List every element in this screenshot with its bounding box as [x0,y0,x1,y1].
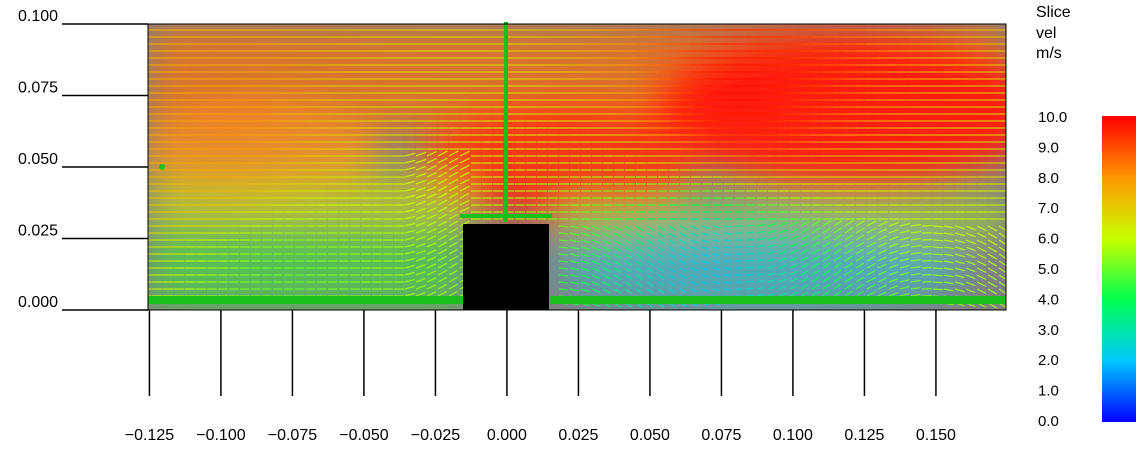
velocity-vector [1010,268,1019,274]
velocity-vector [746,274,753,275]
velocity-vector [1010,282,1018,288]
colorbar-tick-label: 3.0 [1038,322,1059,339]
x-tick-label: 0.000 [487,427,527,444]
velocity-vector [933,226,943,227]
colorbar-gradient [1102,116,1136,422]
floor-strip-right [549,296,1006,304]
velocity-vector [746,267,753,268]
colorbar-tick-label: 4.0 [1038,291,1059,308]
velocity-vector [933,282,943,283]
colorbar-tick-label: 2.0 [1038,352,1059,369]
velocity-vector [746,232,754,233]
velocity-vector [1010,240,1019,246]
velocity-vector [746,281,753,282]
velocity-vector [1010,261,1019,267]
velocity-vector [1010,226,1019,232]
velocity-vector [1010,296,1018,302]
x-tick-label: 0.125 [844,427,884,444]
colorbar-tick-label: 9.0 [1038,139,1059,156]
y-tick-label: 0.000 [18,294,58,311]
x-tick-label: 0.025 [558,427,598,444]
x-tick-label: 0.150 [916,427,956,444]
colorbar-tick-label: 8.0 [1038,170,1059,187]
x-tick-label: 0.100 [773,427,813,444]
velocity-vector [933,254,943,255]
velocity-vector [746,260,753,261]
colorbar-tick-label: 0.0 [1038,413,1059,430]
velocity-vector [933,261,943,262]
y-tick-label: 0.050 [18,151,58,168]
velocity-vector [746,225,754,226]
x-tick-label: −0.050 [339,427,388,444]
x-axis: −0.125 −0.100 −0.075 −0.050 −0.025 0.000 0.025… [125,310,956,444]
colorbar-title-line-2: vel [1036,25,1056,42]
velocity-vector [933,289,943,290]
velocity-vector [933,247,943,248]
velocity-vector [933,233,943,234]
colorbar-tick-label: 5.0 [1038,261,1059,278]
velocity-vector [746,253,753,254]
colorbar-title-line-1: Slice [1036,4,1071,21]
velocity-vector [1010,275,1018,281]
velocity-vector [746,288,753,289]
colorbar-title-line-3: m/s [1036,45,1062,62]
x-tick-label: −0.100 [196,427,245,444]
colorbar-tick-label: 1.0 [1038,383,1059,400]
colorbar-tick-label: 7.0 [1038,200,1059,217]
velocity-vector [1010,247,1019,253]
y-tick-label: 0.025 [18,223,58,240]
velocity-vector [933,268,943,269]
x-tick-label: 0.050 [630,427,670,444]
velocity-vector [1010,233,1019,239]
velocity-vector [746,295,753,296]
velocity-vector [746,246,753,247]
y-tick-label: 0.075 [18,80,58,97]
y-axis: 0.000 0.025 0.050 0.075 0.100 [18,8,148,311]
velocity-vector [1010,303,1018,309]
y-tick-label: 0.100 [18,8,58,25]
velocity-vector [1010,254,1019,260]
inlet-marker [159,164,165,170]
floor-strip-left [148,296,463,304]
colorbar-tick-label: 10.0 [1038,109,1067,126]
x-tick-label: −0.075 [268,427,317,444]
obstacle-block [463,224,549,310]
x-tick-label: 0.075 [701,427,741,444]
velocity-vector [746,239,754,240]
colorbar: Slice vel m/s 10.0 9.0 8.0 7.0 6.0 5.0 4.0 3.0 2… [1036,4,1136,430]
x-tick-label: −0.125 [125,427,174,444]
velocity-vector [1010,289,1018,295]
velocity-vector [933,275,943,276]
x-tick-label: −0.025 [411,427,460,444]
velocity-vector [933,240,943,241]
colorbar-ticks: 10.0 9.0 8.0 7.0 6.0 5.0 4.0 3.0 2.0 1.0 0.0 [1038,109,1067,430]
colorbar-tick-label: 6.0 [1038,231,1059,248]
